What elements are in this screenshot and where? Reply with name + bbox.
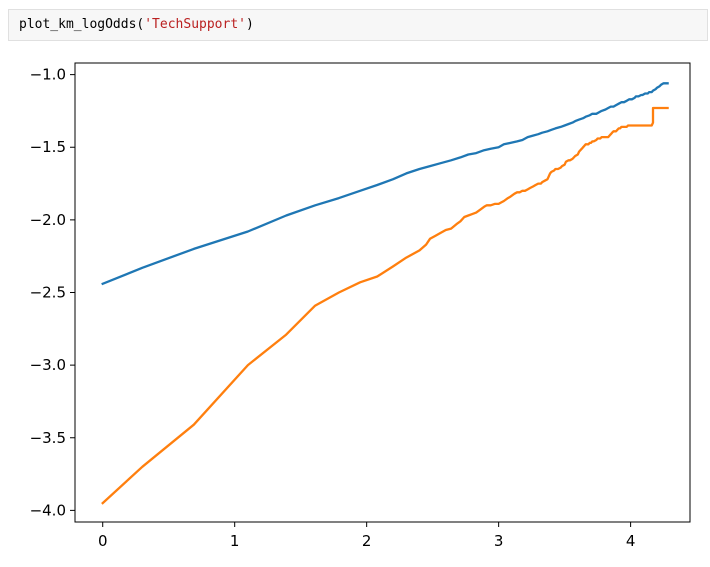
- chart-output: 0 1 2 3 4 −1.0 −1.5 −2.0 −2.5 −3.0 −3.5 −4.0: [0, 50, 710, 563]
- y-tick-label: −2.5: [30, 284, 66, 302]
- code-line: plot_km_logOdds('TechSupport'): [19, 17, 254, 32]
- y-tick-label: −1.0: [30, 66, 66, 84]
- code-function-call: plot_km_logOdds(: [19, 17, 145, 32]
- code-cell[interactable]: plot_km_logOdds('TechSupport'): [8, 9, 708, 41]
- x-tick-label: 3: [494, 532, 504, 550]
- series-line-1: [101, 82, 669, 286]
- y-tick-label: −2.0: [30, 211, 66, 229]
- y-tick-label: −1.5: [30, 138, 66, 156]
- x-tick-label: 4: [626, 532, 636, 550]
- x-tick-label: 2: [362, 532, 372, 550]
- code-closing-paren: ): [245, 17, 254, 32]
- line-chart: 0 1 2 3 4 −1.0 −1.5 −2.0 −2.5 −3.0 −3.5 −4.0: [30, 62, 691, 550]
- y-tick-label: −3.0: [30, 356, 66, 374]
- code-string-literal: 'TechSupport': [144, 17, 246, 32]
- y-tick-label: −4.0: [30, 501, 66, 519]
- series-line-2: [101, 106, 669, 505]
- x-tick-label: 0: [98, 532, 108, 550]
- x-tick-label: 1: [230, 532, 240, 550]
- y-tick-label: −3.5: [30, 429, 66, 447]
- plot-frame: [74, 62, 691, 523]
